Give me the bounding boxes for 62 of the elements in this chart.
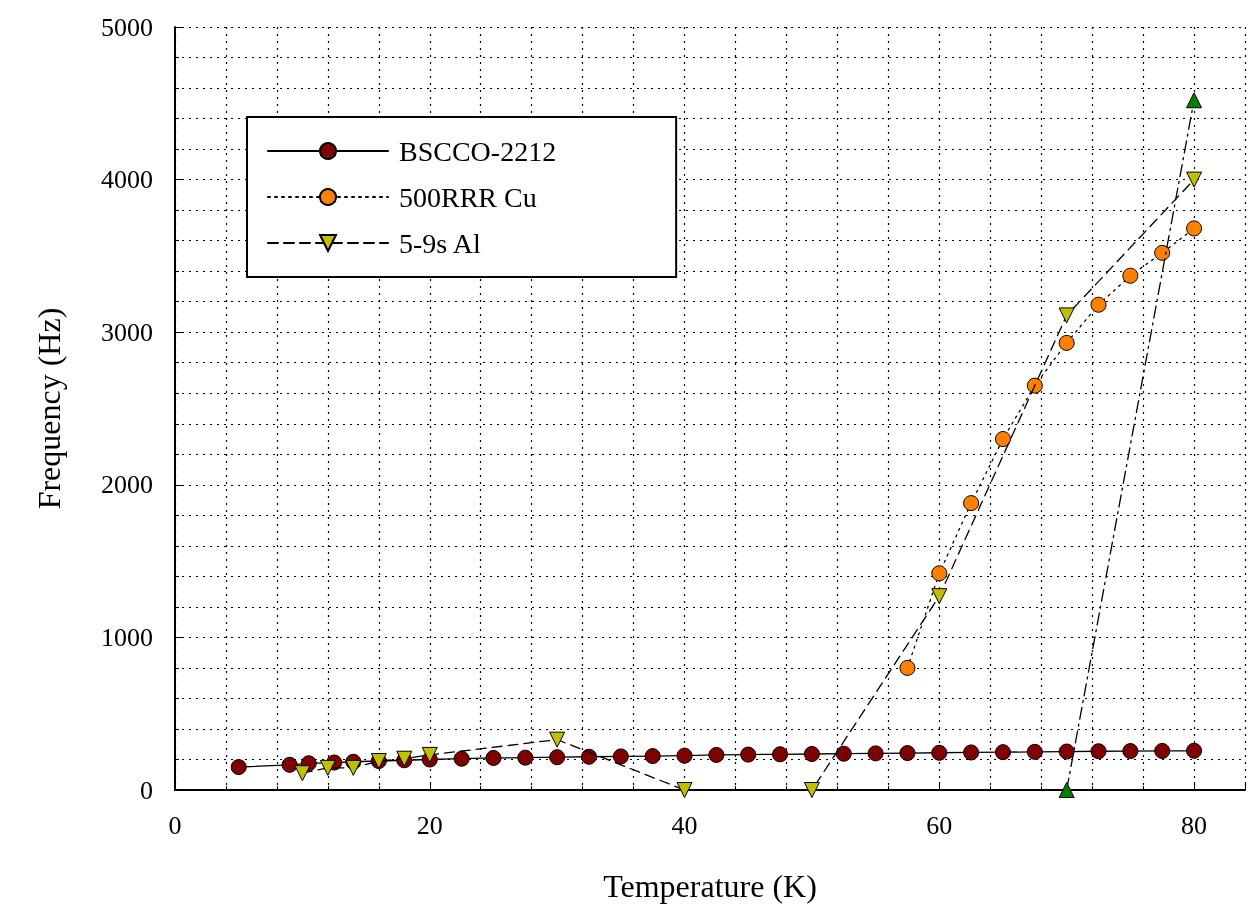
point — [1026, 377, 1043, 394]
y-tick-label: 4000 — [101, 165, 153, 195]
point — [963, 495, 980, 512]
point — [803, 782, 820, 798]
y-tick-label: 3000 — [101, 317, 153, 347]
point — [676, 747, 693, 764]
point — [1090, 743, 1107, 760]
x-tick-label: 40 — [671, 810, 698, 840]
point — [453, 750, 470, 767]
y-tick-label: 2000 — [101, 470, 153, 500]
point — [1186, 220, 1203, 237]
legend-label: 5-9s Al — [399, 227, 481, 259]
point — [772, 746, 789, 763]
point — [1186, 742, 1203, 759]
point — [230, 759, 247, 776]
point — [835, 745, 852, 762]
point — [676, 782, 693, 798]
point — [1122, 267, 1139, 284]
point — [1058, 307, 1075, 324]
point — [931, 744, 948, 761]
point — [485, 749, 502, 766]
point — [708, 746, 725, 763]
point — [740, 746, 757, 763]
point — [1154, 742, 1171, 759]
point — [612, 748, 629, 765]
point — [1090, 296, 1107, 313]
point — [1058, 334, 1075, 351]
point — [899, 659, 916, 676]
point — [281, 756, 298, 773]
point — [1026, 743, 1043, 760]
point — [994, 744, 1011, 761]
y-axis-title: Frequency (Hz) — [31, 307, 67, 510]
point — [421, 746, 438, 763]
point — [549, 731, 566, 748]
legend-label: BSCCO-2212 — [399, 135, 557, 167]
point — [644, 748, 661, 765]
x-axis-title: Temperature (K) — [603, 868, 817, 904]
point — [994, 431, 1011, 448]
point — [1186, 171, 1203, 188]
y-tick-label: 0 — [140, 775, 153, 805]
point — [1058, 743, 1075, 760]
y-tick-label: 1000 — [101, 622, 153, 652]
point — [963, 744, 980, 761]
point — [899, 745, 916, 762]
point — [931, 588, 948, 605]
point — [345, 759, 362, 776]
x-tick-label: 60 — [926, 810, 953, 840]
point — [319, 759, 336, 776]
point — [517, 749, 534, 766]
point — [1122, 743, 1139, 760]
x-tick-label: 0 — [168, 810, 182, 840]
y-tick-label: 5000 — [101, 12, 153, 42]
x-tick-label: 80 — [1181, 810, 1208, 840]
point — [867, 745, 884, 762]
point — [1154, 244, 1171, 261]
x-tick-label: 20 — [416, 810, 443, 840]
point — [581, 748, 597, 765]
point — [549, 749, 566, 766]
legend-label: 500RRR Cu — [399, 181, 537, 213]
point — [803, 745, 820, 762]
point — [931, 565, 948, 582]
point — [294, 765, 311, 782]
